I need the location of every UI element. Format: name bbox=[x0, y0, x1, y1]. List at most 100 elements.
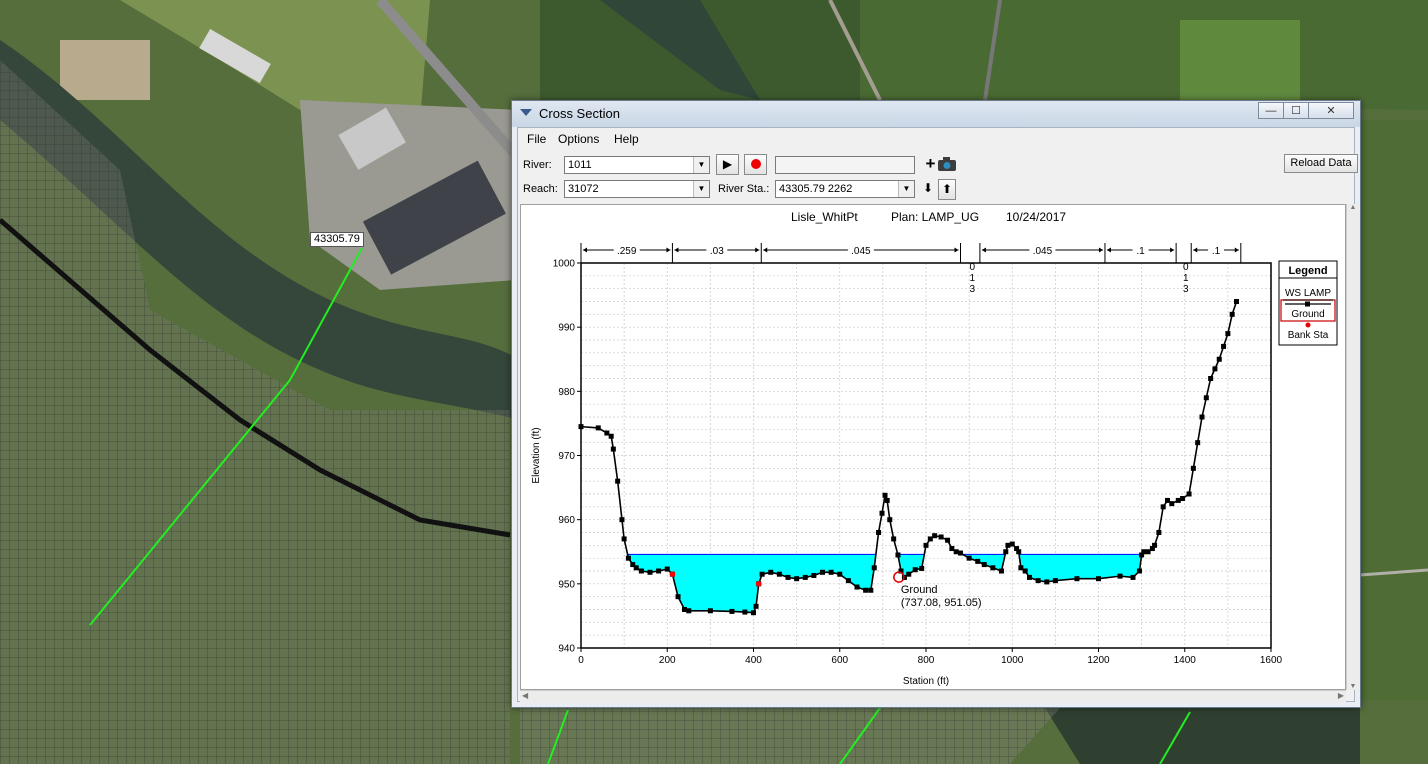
scroll-up-icon[interactable]: ▲ bbox=[1349, 204, 1357, 211]
animate-button[interactable]: ▶ bbox=[716, 154, 739, 175]
menu-options[interactable]: Options bbox=[558, 132, 600, 146]
river-select-value: 1011 bbox=[568, 159, 592, 171]
ground-point bbox=[1044, 579, 1050, 585]
chevron-down-icon[interactable]: ▼ bbox=[693, 157, 709, 173]
river-select[interactable]: 1011 ▼ bbox=[564, 156, 710, 174]
ground-point bbox=[1005, 542, 1011, 548]
ground-point bbox=[794, 576, 800, 582]
ground-point bbox=[621, 536, 627, 542]
ground-point bbox=[912, 567, 918, 573]
ground-point bbox=[802, 574, 808, 580]
next-station-down-button[interactable]: ⬇ bbox=[919, 179, 937, 200]
window-menu-icon[interactable] bbox=[520, 109, 532, 117]
structure-mark-label: 1 bbox=[970, 273, 976, 284]
window-titlebar[interactable]: Cross Section — ☐ ✕ bbox=[512, 101, 1360, 127]
ground-point bbox=[595, 425, 601, 431]
record-button[interactable] bbox=[744, 154, 767, 175]
ground-point bbox=[753, 603, 759, 609]
structure-mark-label: 3 bbox=[970, 284, 976, 295]
cross-section-window: Cross Section — ☐ ✕ File Options Help Ri… bbox=[511, 100, 1361, 708]
ground-point bbox=[675, 594, 681, 600]
ground-point bbox=[785, 574, 791, 580]
ground-point bbox=[932, 533, 938, 539]
ground-point bbox=[1165, 497, 1170, 503]
ground-point bbox=[958, 550, 963, 556]
ground-point bbox=[871, 565, 877, 571]
ground-point bbox=[953, 549, 959, 555]
manning-n-label: .045 bbox=[1033, 246, 1053, 257]
water-surface-area bbox=[897, 554, 925, 578]
profile-select[interactable] bbox=[775, 156, 915, 174]
ground-point bbox=[1186, 491, 1192, 497]
x-tick-label: 800 bbox=[918, 655, 935, 666]
ground-point bbox=[1156, 530, 1162, 535]
scroll-down-icon[interactable]: ▼ bbox=[1349, 683, 1357, 690]
manning-arrow-right bbox=[1234, 247, 1239, 253]
camera-button[interactable] bbox=[935, 154, 958, 175]
cross-section-chart[interactable]: Lisle_WhitPt Plan: LAMP_UG 10/24/2017 0 2… bbox=[521, 205, 1345, 689]
ground-point bbox=[882, 492, 888, 498]
ground-point bbox=[619, 517, 625, 523]
add-button[interactable]: + bbox=[919, 154, 942, 175]
plus-icon: + bbox=[925, 154, 936, 173]
reload-data-button[interactable]: Reload Data bbox=[1284, 154, 1358, 173]
ground-point bbox=[1141, 549, 1147, 555]
ground-point bbox=[1009, 541, 1015, 547]
ground-point bbox=[868, 587, 874, 593]
river-label: River: bbox=[523, 159, 552, 171]
vertical-scrollbar[interactable]: ▲ ▼ bbox=[1346, 204, 1359, 690]
ground-point bbox=[906, 571, 912, 577]
ground-point bbox=[1074, 576, 1080, 582]
river-station-select[interactable]: 43305.79 2262 ▼ bbox=[775, 180, 915, 198]
reach-label: Reach: bbox=[523, 183, 558, 195]
chevron-down-icon[interactable]: ▼ bbox=[898, 181, 914, 197]
arrow-down-icon: ⬇ bbox=[922, 181, 934, 195]
plot-panel[interactable]: Lisle_WhitPt Plan: LAMP_UG 10/24/2017 0 2… bbox=[520, 204, 1346, 690]
horizontal-scrollbar[interactable]: ◀ ▶ bbox=[520, 690, 1346, 703]
manning-label-bg bbox=[613, 244, 640, 256]
cross-section-map-label[interactable]: 43305.79 bbox=[310, 232, 364, 247]
maximize-icon: ☐ bbox=[1291, 105, 1301, 117]
manning-n-label: .045 bbox=[851, 246, 871, 257]
close-button[interactable]: ✕ bbox=[1308, 102, 1354, 119]
scroll-left-icon[interactable]: ◀ bbox=[522, 691, 529, 700]
ground-point bbox=[768, 569, 774, 575]
structure-mark-label: 3 bbox=[1183, 284, 1189, 295]
ground-point bbox=[975, 558, 981, 564]
legend-bank-marker bbox=[1305, 322, 1311, 328]
manning-arrow-left bbox=[674, 247, 679, 253]
ground-point bbox=[854, 584, 860, 590]
ground-point bbox=[625, 555, 631, 561]
ground-point bbox=[919, 565, 925, 571]
bank-station-point bbox=[755, 581, 762, 587]
menu-file[interactable]: File bbox=[527, 132, 547, 146]
legend-item-bank: Bank Sta bbox=[1288, 330, 1329, 341]
ground-point bbox=[927, 536, 933, 542]
ground-point bbox=[1145, 549, 1151, 555]
minimize-button[interactable]: — bbox=[1258, 102, 1284, 119]
manning-label-bg bbox=[1029, 244, 1056, 256]
ground-point bbox=[610, 446, 616, 452]
ground-point bbox=[1035, 578, 1041, 584]
ground-point bbox=[1160, 504, 1166, 510]
manning-n-label: .1 bbox=[1136, 246, 1145, 257]
tooltip-coords: (737.08, 951.05) bbox=[901, 597, 982, 609]
chevron-down-icon[interactable]: ▼ bbox=[693, 181, 709, 197]
y-tick-label: 990 bbox=[558, 323, 575, 334]
ground-point bbox=[615, 478, 621, 484]
menu-help[interactable]: Help bbox=[614, 132, 639, 146]
next-station-up-button[interactable]: ⬆ bbox=[938, 179, 956, 200]
reach-select[interactable]: 31072 ▼ bbox=[564, 180, 710, 198]
y-tick-label: 1000 bbox=[553, 259, 576, 270]
legend-title: Legend bbox=[1288, 265, 1327, 277]
ground-point bbox=[664, 566, 670, 572]
scroll-right-icon[interactable]: ▶ bbox=[1337, 691, 1344, 700]
x-tick-label: 0 bbox=[578, 655, 584, 666]
reach-select-value: 31072 bbox=[568, 183, 599, 195]
structure-mark-label: 0 bbox=[1183, 262, 1189, 273]
reload-data-label: Reload Data bbox=[1290, 157, 1352, 169]
x-axis-label: Station (ft) bbox=[903, 676, 949, 687]
ground-point bbox=[1022, 568, 1028, 574]
maximize-button[interactable]: ☐ bbox=[1283, 102, 1309, 119]
tooltip-label: Ground bbox=[901, 584, 938, 596]
